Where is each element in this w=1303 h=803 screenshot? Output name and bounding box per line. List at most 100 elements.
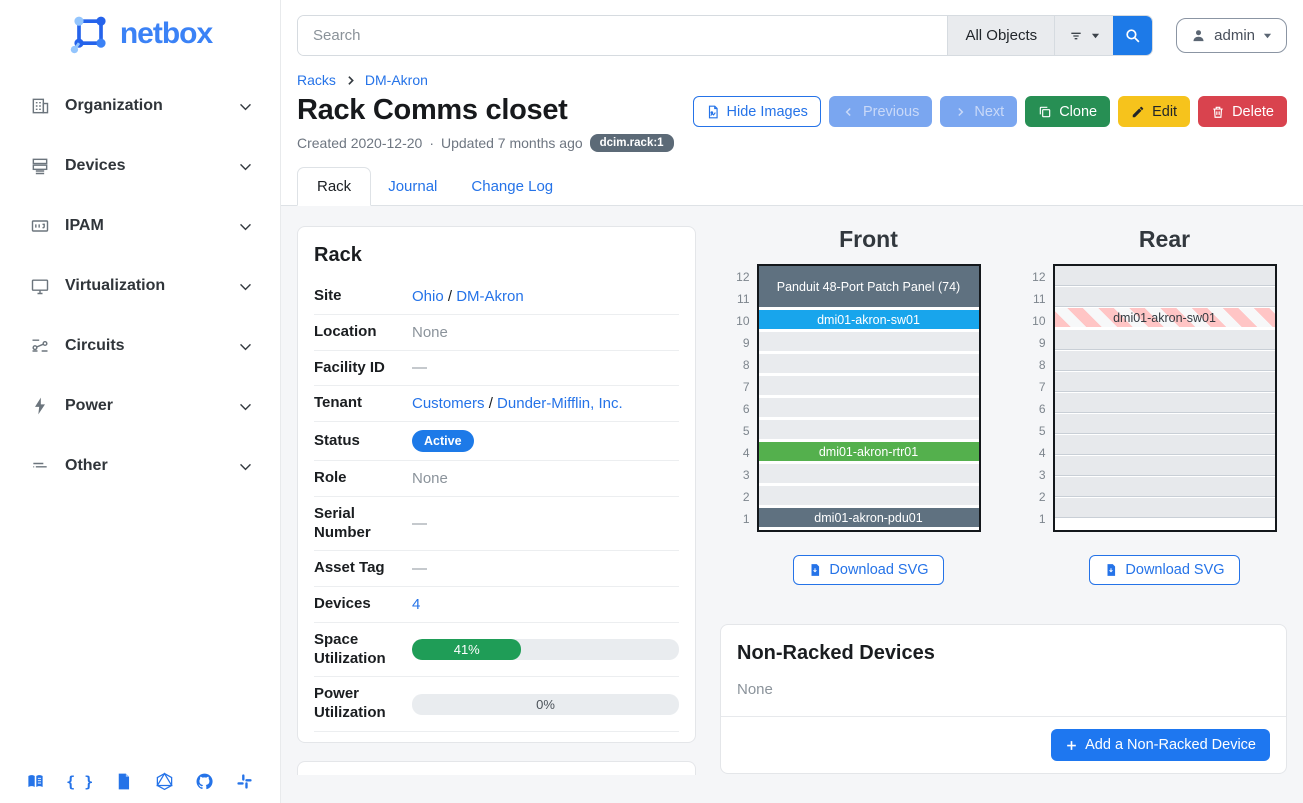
sidebar-item-power[interactable]: Power: [0, 380, 280, 432]
sidebar-footer: { }: [0, 756, 280, 803]
empty-rack-unit[interactable]: [1054, 414, 1275, 434]
tab-change-log[interactable]: Change Log: [471, 178, 554, 195]
search-button[interactable]: [1113, 16, 1153, 55]
sidebar-item-organization[interactable]: Organization: [0, 80, 280, 132]
sidebar-item-label: Virtualization: [65, 277, 166, 294]
next-button[interactable]: Next: [940, 96, 1018, 127]
breadcrumb-link-site[interactable]: DM-Akron: [364, 72, 428, 88]
empty-rack-unit[interactable]: [1054, 435, 1275, 455]
tab-journal[interactable]: Journal: [388, 178, 438, 195]
sidebar-item-devices[interactable]: Devices: [0, 140, 280, 192]
panel-title: Rack: [314, 244, 362, 266]
page-header: Racks DM-Akron Rack Comms closet Hide Im…: [281, 70, 1303, 167]
tab-rack[interactable]: Rack: [297, 167, 372, 206]
filter-dropdown[interactable]: [1054, 16, 1114, 55]
rack-device[interactable]: dmi01-akron-sw01: [1054, 308, 1275, 327]
user-menu-button[interactable]: admin: [1176, 18, 1287, 53]
lines-icon: [33, 462, 47, 468]
empty-rack-unit[interactable]: [758, 464, 979, 483]
status-badge: Active: [412, 430, 474, 452]
sidebar: netbox Organization Devices IPAM Virtual…: [0, 0, 281, 803]
trash-icon: [1213, 106, 1223, 118]
monitor-icon: [31, 279, 49, 295]
github-icon[interactable]: [195, 772, 214, 791]
sidebar-item-label: Devices: [65, 157, 126, 174]
filter-icon: [1071, 32, 1081, 39]
empty-rack-unit[interactable]: [758, 420, 979, 439]
server-icon: [32, 158, 48, 175]
empty-rack-unit[interactable]: [758, 332, 979, 351]
previous-button[interactable]: Previous: [828, 96, 933, 127]
sidebar-item-virtualization[interactable]: Virtualization: [0, 260, 280, 312]
clone-button[interactable]: Clone: [1025, 96, 1111, 127]
tenant-group-link[interactable]: Customers: [412, 395, 485, 413]
search-input[interactable]: [298, 16, 948, 55]
graphql-icon[interactable]: [155, 772, 174, 791]
rest-api-icon[interactable]: { }: [66, 772, 94, 791]
empty-rack-unit[interactable]: [1054, 372, 1275, 392]
empty-rack-unit[interactable]: [1054, 393, 1275, 413]
updated-text: Updated 7 months ago: [440, 135, 583, 151]
chevron-right-icon: [348, 75, 354, 85]
sidebar-item-circuits[interactable]: Circuits: [0, 320, 280, 372]
rack-device[interactable]: dmi01-akron-pdu01: [758, 508, 979, 527]
rear-download-svg-button[interactable]: Download SVG: [1089, 555, 1240, 585]
empty-rack-unit[interactable]: [1054, 456, 1275, 476]
empty-rack-unit[interactable]: [758, 354, 979, 373]
file-download-icon: [1107, 564, 1116, 576]
unit-number: 1: [742, 512, 750, 526]
pencil-icon: [1132, 106, 1144, 117]
delete-button[interactable]: Delete: [1198, 96, 1287, 127]
detail-row-location: Location None: [314, 315, 679, 351]
site-region-link[interactable]: Ohio: [412, 287, 444, 305]
hide-images-button[interactable]: Hide Images: [692, 96, 821, 127]
chevron-right-icon: [958, 107, 964, 116]
journal-icon[interactable]: [114, 772, 133, 791]
empty-rack-unit[interactable]: [758, 398, 979, 417]
sidebar-item-ipam[interactable]: IPAM: [0, 200, 280, 252]
empty-rack-unit[interactable]: [1054, 477, 1275, 497]
object-type-selector[interactable]: All Objects: [947, 16, 1055, 55]
add-non-racked-device-button[interactable]: Add a Non-Racked Device: [1051, 729, 1270, 761]
slack-icon[interactable]: [235, 772, 254, 791]
empty-rack-unit[interactable]: [1054, 330, 1275, 350]
empty-rack-unit[interactable]: [1054, 498, 1275, 518]
sidebar-item-other[interactable]: Other: [0, 440, 280, 492]
edit-button[interactable]: Edit: [1118, 96, 1191, 127]
empty-rack-unit[interactable]: [758, 486, 979, 505]
unit-number: 5: [1038, 424, 1046, 438]
empty-rack-unit[interactable]: [1054, 266, 1275, 286]
netbox-logo[interactable]: netbox: [0, 0, 280, 62]
action-buttons: Hide Images Previous Next Clone: [692, 96, 1287, 127]
unit-number: 6: [1038, 402, 1046, 416]
non-racked-devices-panel: Non-Racked Devices None Add a Non-Racked…: [720, 624, 1287, 774]
meta-separator: ·: [429, 135, 434, 151]
object-id-badge: dcim.rack:1: [589, 134, 674, 152]
empty-rack-unit[interactable]: [758, 376, 979, 395]
unit-number: 10: [1032, 314, 1046, 328]
left-column: Rack Site Ohio / DM-Akron Location None: [297, 226, 696, 803]
front-unit-numbers: 12 11 10 9 8 7 6 5 4 3 2 1: [731, 264, 757, 532]
rear-rack-body: dmi01-akron-sw01: [1052, 264, 1277, 532]
unit-number: 8: [742, 358, 750, 372]
rack-device[interactable]: dmi01-akron-sw01: [758, 310, 979, 329]
docs-book-icon[interactable]: [26, 772, 45, 791]
tab-bar: Rack Journal Change Log: [281, 167, 1303, 206]
breadcrumb-link-racks[interactable]: Racks: [297, 72, 336, 88]
power-utilization-bar: 0%: [412, 693, 679, 715]
detail-row-facility-id: Facility ID —: [314, 351, 679, 387]
front-download-svg-button[interactable]: Download SVG: [793, 555, 944, 585]
empty-rack-unit[interactable]: [1054, 351, 1275, 371]
devices-count-link[interactable]: 4: [412, 595, 421, 613]
detail-row-tenant: Tenant Customers / Dunder-Mifflin, Inc.: [314, 386, 679, 422]
detail-row-role: Role None: [314, 461, 679, 497]
rack-device[interactable]: Panduit 48-Port Patch Panel (74): [758, 266, 979, 307]
empty-rack-unit[interactable]: [1054, 287, 1275, 307]
tenant-link[interactable]: Dunder-Mifflin, Inc.: [497, 395, 623, 413]
unit-number: 2: [742, 490, 750, 504]
site-link[interactable]: DM-Akron: [456, 287, 524, 305]
sidebar-item-label: Circuits: [65, 337, 125, 354]
created-text: Created 2020-12-20: [297, 135, 423, 151]
rack-device[interactable]: dmi01-akron-rtr01: [758, 442, 979, 461]
unit-number: 3: [742, 468, 750, 482]
